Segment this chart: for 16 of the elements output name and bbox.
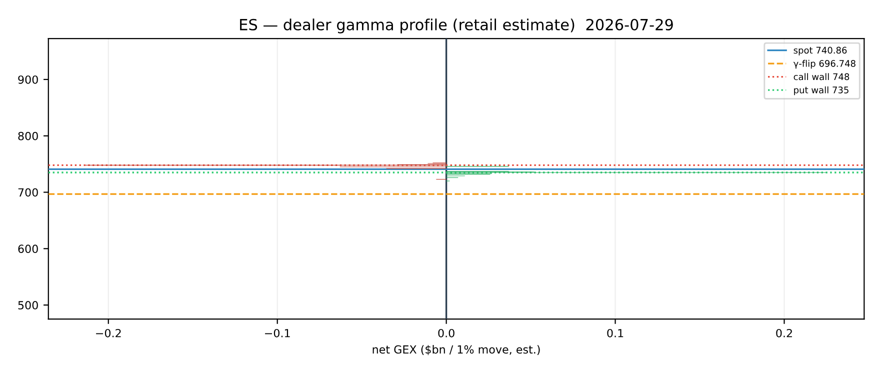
x-tick-label: −0.2 xyxy=(96,328,121,338)
y-tick-label: 600 xyxy=(18,244,38,254)
x-axis-title: net GEX ($bn / 1% move, est.) xyxy=(372,345,540,356)
y-tick-label: 700 xyxy=(18,188,38,197)
x-tick-label: −0.1 xyxy=(265,328,290,338)
legend-label: γ-flip 696.748 xyxy=(793,60,856,69)
x-tick-label: 0.1 xyxy=(607,328,624,338)
y-tick-label: 500 xyxy=(18,301,38,310)
y-tick-label: 800 xyxy=(18,132,38,140)
legend-label: spot 740.86 xyxy=(794,46,847,56)
chart-title: ES — dealer gamma profile (retail estimate) 2026-07-29 xyxy=(240,18,673,34)
y-tick-label: 900 xyxy=(18,75,38,84)
x-tick-label: 0.0 xyxy=(438,328,454,338)
x-tick-label: 0.2 xyxy=(776,328,792,338)
legend-label: put wall 735 xyxy=(794,86,848,96)
legend-label: call wall 748 xyxy=(794,73,850,80)
